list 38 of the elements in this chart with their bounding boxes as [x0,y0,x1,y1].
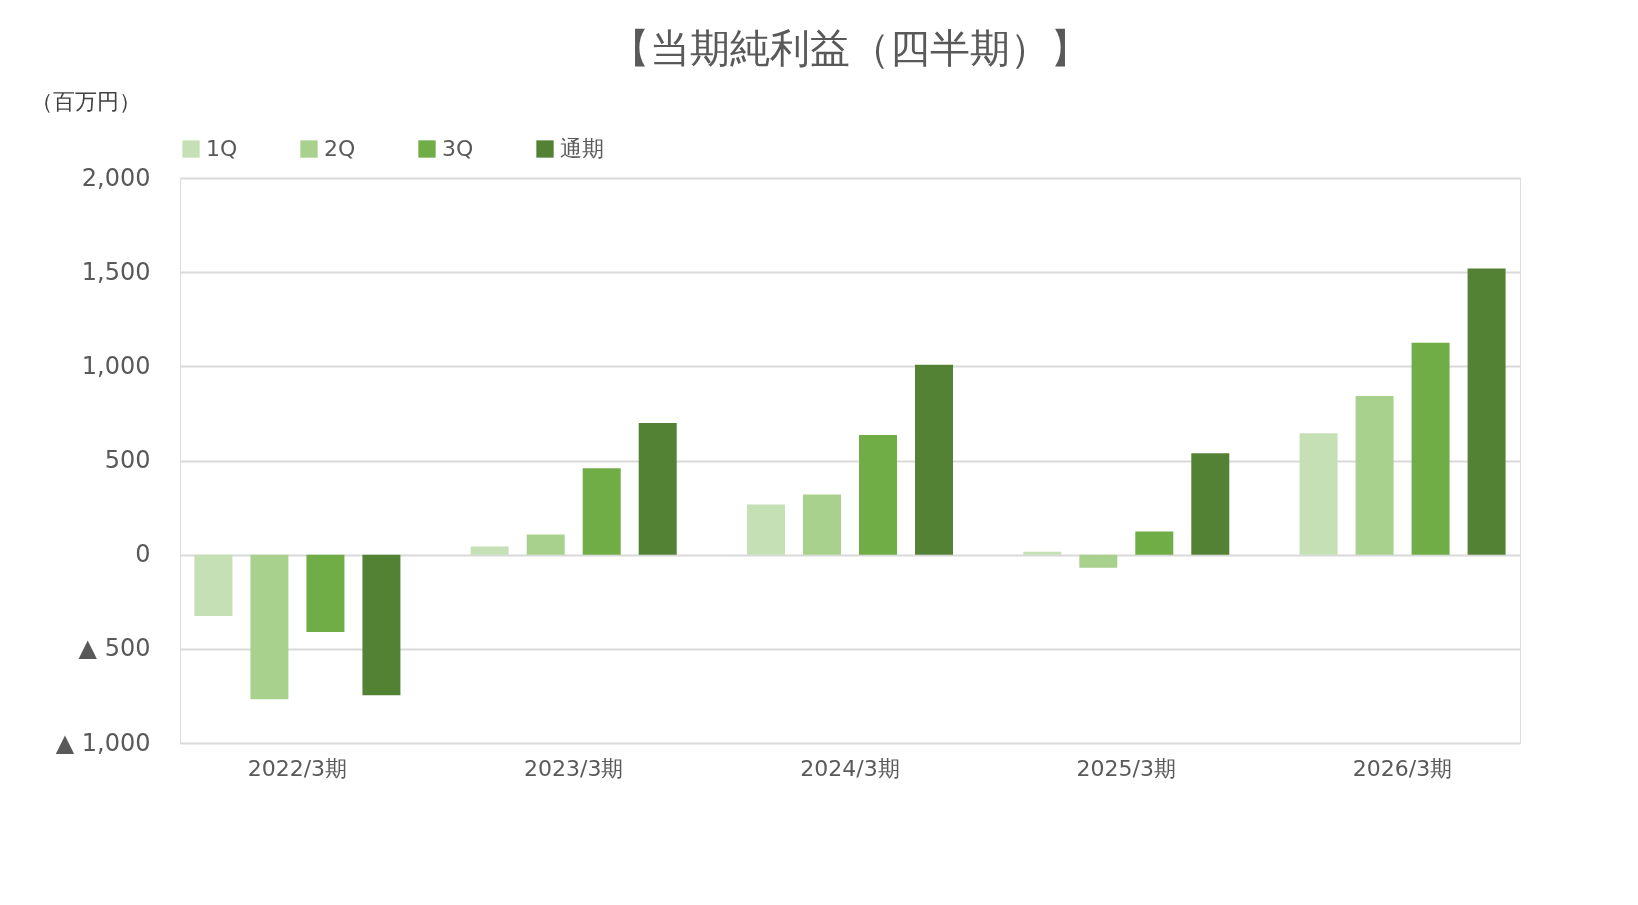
y-axis-title: （百万円） [30,88,141,114]
chart-title: 【当期純利益（四半期）】 [610,25,1090,71]
bar [1355,395,1394,555]
legend-label: 通期 [560,136,604,161]
x-tick-label: 2026/3期 [1352,755,1453,781]
bar [746,504,785,555]
bar [638,423,677,555]
bar [470,546,509,555]
bar [526,534,565,555]
y-tick-label: 0 [135,540,151,569]
y-tick-label: 500 [104,446,151,474]
bar [859,435,897,555]
bar [915,364,954,555]
bar [250,554,289,700]
bar [362,554,401,696]
bar [582,468,621,555]
x-tick-label: 2025/3期 [1076,755,1176,781]
text: 2,000 [81,163,151,192]
y-tick-label: ▲ 500 [78,634,151,663]
bar [803,494,841,555]
bar [1299,433,1338,555]
bar [306,554,345,633]
bar [1135,531,1174,555]
y-tick-label: ▲ 1,000 [55,728,151,757]
x-tick-label: 2023/3期 [524,755,624,781]
bar [1023,551,1062,555]
bar [1191,453,1230,555]
x-tick-label: 2024/3期 [800,755,900,781]
legend-label: 3Q [442,136,474,161]
text: 1,000 [81,351,151,380]
bar [1467,268,1506,555]
bar [194,554,233,616]
bar [1079,554,1118,568]
bar [1411,342,1450,555]
legend-label: 2Q [324,136,356,161]
x-tick-label: 2022/3期 [247,755,348,781]
legend-label: 1Q [206,136,238,161]
text: 1,500 [81,257,151,286]
